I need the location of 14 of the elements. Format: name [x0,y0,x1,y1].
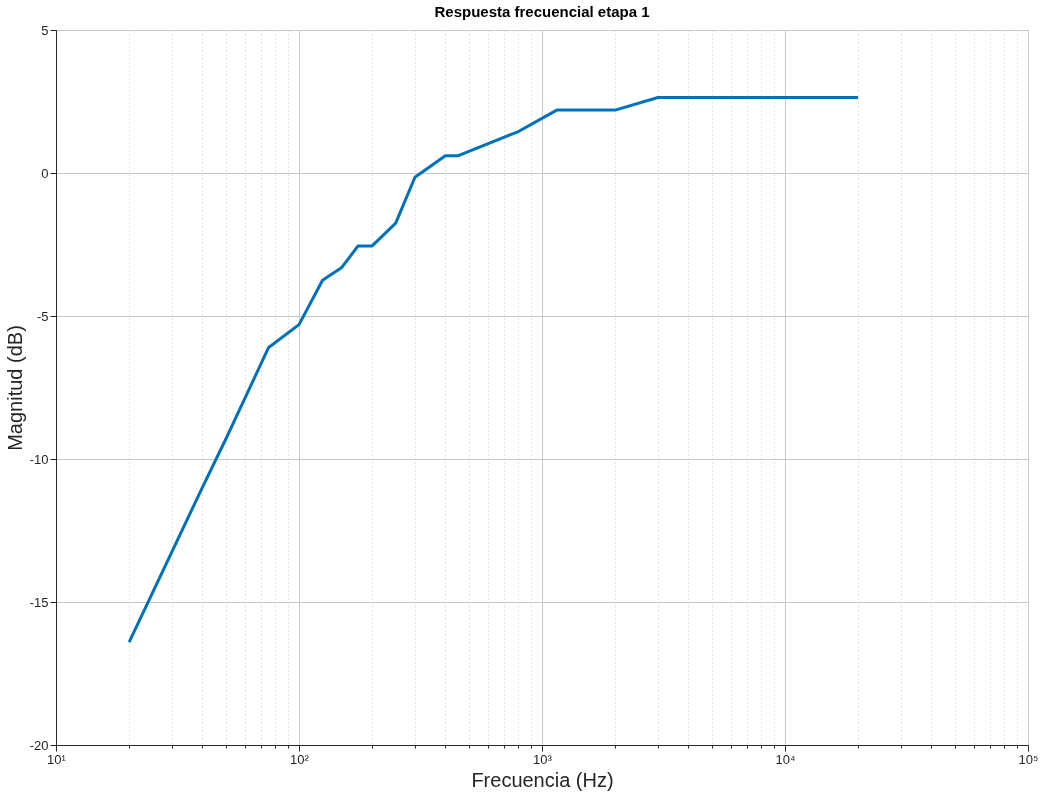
x-axis-title: Frecuencia (Hz) [471,768,614,791]
x-tick-label: 10³ [533,751,553,767]
y-tick-label: 0 [41,165,49,181]
y-tick-label: -20 [29,737,49,753]
x-tick-label: 10⁴ [775,751,796,767]
x-tick-label: 10¹ [47,751,67,767]
y-tick-label: -10 [29,451,49,467]
x-tick-label: 10² [290,751,310,767]
y-tick-label: 5 [41,22,49,38]
y-axis-title: Magnitud (dB) [3,325,26,451]
y-tick-label: -5 [36,308,49,324]
chart-title: Respuesta frecuencial etapa 1 [434,3,650,20]
y-tick-label: -15 [29,594,49,610]
x-tick-label: 10⁵ [1018,751,1039,767]
